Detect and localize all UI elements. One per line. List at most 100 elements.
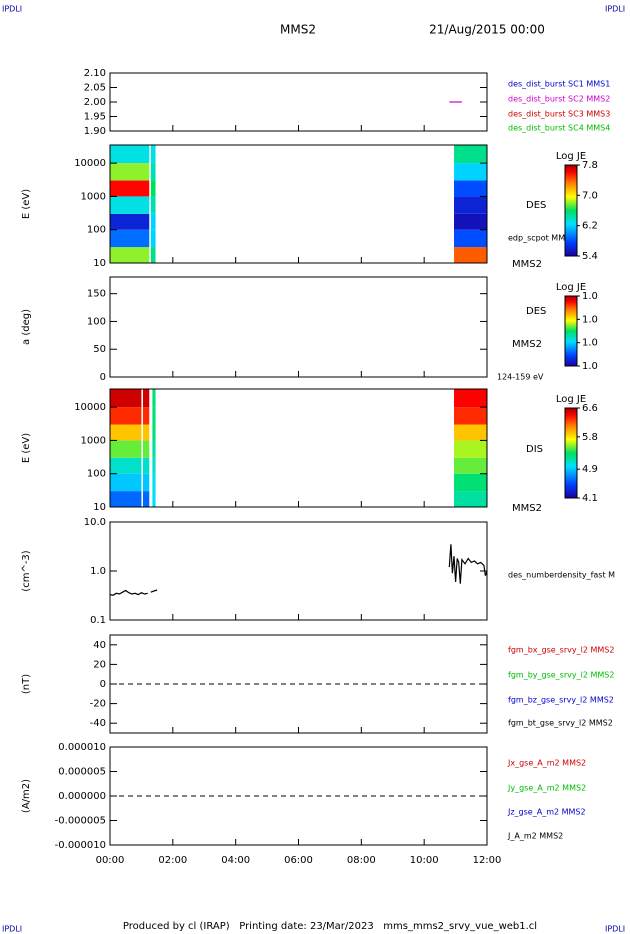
y-tick-label: 50 <box>93 344 106 355</box>
date-title: 21/Aug/2015 00:00 <box>429 23 545 37</box>
spectrogram-cell <box>152 457 156 474</box>
colorbar-tick-label: 1.0 <box>582 361 598 372</box>
colorbar-tick-label: 4.9 <box>582 464 598 475</box>
colorbar <box>564 164 578 257</box>
spectrogram-cell <box>454 491 487 507</box>
spacecraft-title: MMS2 <box>280 23 316 37</box>
spectrogram-cell <box>110 229 150 248</box>
y-tick-label: 150 <box>87 289 106 300</box>
legend-label: fgm_bx_gse_srvy_l2 MMS2 <box>508 646 614 655</box>
y-tick-label: 1.95 <box>84 112 106 123</box>
y-tick-label: 2.10 <box>84 68 106 79</box>
spectrogram-cell <box>142 389 150 408</box>
y-tick-label: 10000 <box>74 402 106 413</box>
spectrogram-cell <box>110 440 142 458</box>
panel-frame <box>109 388 488 508</box>
y-tick-label: 10 <box>93 258 106 269</box>
y-tick-label: 0.1 <box>90 615 106 626</box>
annotation-label: 124-159 eV <box>497 373 544 382</box>
spectrogram-cell <box>150 145 156 164</box>
spectrogram-cell <box>454 473 487 492</box>
spectrogram-cell <box>110 424 142 441</box>
spectrogram-cell <box>110 145 150 164</box>
spectrogram-cell <box>110 473 142 492</box>
y-tick-label: 100 <box>87 469 106 480</box>
y-tick-label: 100 <box>87 316 106 327</box>
legend-label: des_dist_burst SC2 MMS2 <box>508 95 610 104</box>
spectrogram-cell <box>142 424 150 441</box>
spectrogram-cell <box>110 213 150 230</box>
y-axis-label: a (deg) <box>21 309 32 345</box>
colorbar-title: Log JE <box>556 282 586 293</box>
legend-label: Jz_gse_A_m2 MMS2 <box>507 808 586 817</box>
legend-label: des_dist_burst SC4 MMS4 <box>508 124 610 133</box>
legend-label: fgm_bz_gse_srvy_l2 MMS2 <box>508 696 614 705</box>
colorbar-tick-label: 4.1 <box>582 493 598 504</box>
corner-mark: IPDLI <box>2 925 22 934</box>
panel-frame <box>109 144 488 264</box>
legend-label: des_numberdensity_fast M <box>508 571 615 580</box>
spectrogram-cell <box>110 407 142 425</box>
spectrogram-cell <box>454 196 487 214</box>
y-axis-label: (A/m2) <box>21 779 32 813</box>
spectrogram-cell <box>454 213 487 230</box>
legend-label: des_dist_burst SC1 MMS1 <box>508 80 610 89</box>
panel-frame <box>109 276 488 378</box>
spectrogram-cell <box>454 424 487 441</box>
y-tick-label: 40 <box>93 640 106 651</box>
y-tick-label: 0 <box>100 372 106 383</box>
y-tick-label: -20 <box>90 699 106 710</box>
spectrogram-cell <box>142 440 150 458</box>
y-tick-label: 1000 <box>81 191 106 202</box>
spectrogram-cell <box>454 229 487 248</box>
spacecraft-label: MMS2 <box>512 503 542 514</box>
panel-frame <box>109 521 488 621</box>
y-tick-label: 2.00 <box>84 97 106 108</box>
y-tick-label: 0.000010 <box>58 742 106 753</box>
spectrogram-cell <box>454 145 487 164</box>
instrument-label: DES <box>526 200 546 211</box>
instrument-label: DIS <box>526 444 543 455</box>
spectrogram-cell <box>110 196 150 214</box>
y-tick-label: 10.0 <box>84 517 106 528</box>
spectrogram-cell <box>110 389 142 408</box>
colorbar-tick-label: 1.0 <box>582 291 598 302</box>
spectrogram-cell <box>150 180 156 197</box>
spectrogram-cell <box>150 196 156 214</box>
colorbar-title: Log JE <box>556 394 586 405</box>
y-tick-label: -0.000010 <box>55 840 106 851</box>
legend-label: des_dist_burst SC3 MMS3 <box>508 110 610 119</box>
spectrogram-cell <box>454 407 487 425</box>
spectrogram-cell <box>142 491 150 507</box>
spectrogram-cell <box>454 440 487 458</box>
spectrogram-cell <box>110 163 150 181</box>
colorbar-tick-label: 7.0 <box>582 190 598 201</box>
spectrogram-cell <box>454 247 487 263</box>
footer: Produced by cl (IRAP) Printing date: 23/… <box>123 921 537 932</box>
spectrogram-cell <box>150 213 156 230</box>
spectrogram-cell <box>152 389 156 408</box>
y-tick-label: 2.05 <box>84 83 106 94</box>
legend-label: fgm_bt_gse_srvy_l2 MMS2 <box>508 719 613 728</box>
spectrogram-cell <box>110 491 142 507</box>
annotation-label: edp_scpot MMS2 <box>508 234 575 243</box>
x-tick-label: 00:00 <box>96 855 125 866</box>
x-tick-label: 08:00 <box>347 855 376 866</box>
y-tick-label: 20 <box>93 659 106 670</box>
spectrogram-cell <box>110 457 142 474</box>
legend-label: J_A_m2 MMS2 <box>507 832 563 841</box>
y-tick-label: 0.000000 <box>58 791 106 802</box>
y-tick-label: 10000 <box>74 158 106 169</box>
series-line <box>109 544 488 596</box>
corner-mark: IPDLI <box>605 925 625 934</box>
x-tick-label: 04:00 <box>221 855 250 866</box>
y-tick-label: 100 <box>87 225 106 236</box>
x-tick-label: 12:00 <box>473 855 502 866</box>
x-tick-label: 02:00 <box>158 855 187 866</box>
colorbar-tick-label: 6.6 <box>582 403 598 414</box>
colorbar-tick-label: 1.0 <box>582 338 598 349</box>
spectrogram-cell <box>142 473 150 492</box>
spectrogram-cell <box>454 457 487 474</box>
spectrogram-cell <box>152 473 156 492</box>
